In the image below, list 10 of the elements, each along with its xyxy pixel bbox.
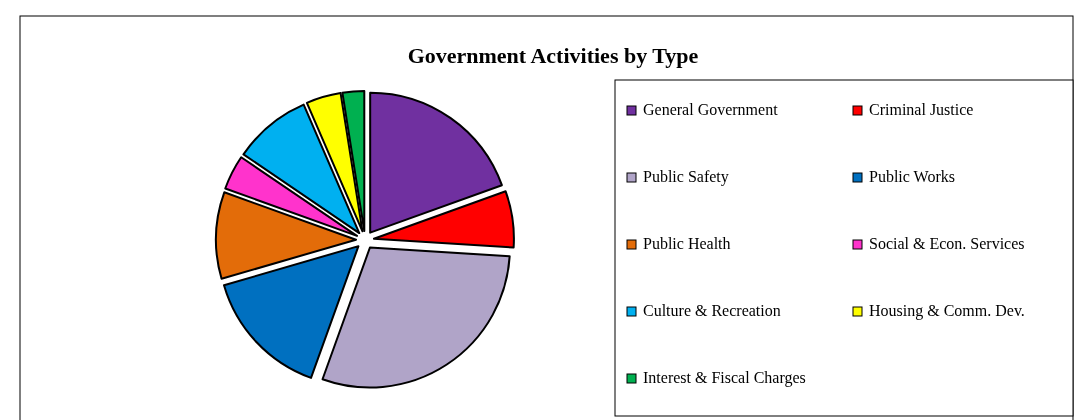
legend-label: Culture & Recreation [643,302,781,319]
legend-label: Public Works [869,168,955,185]
chart-title: Government Activities by Type [407,43,699,68]
legend-label: Social & Econ. Services [869,235,1025,252]
legend-label: General Government [643,101,779,118]
legend-label: Housing & Comm. Dev. [869,302,1025,320]
legend-label: Criminal Justice [869,101,974,118]
legend-label: Interest & Fiscal Charges [643,369,806,387]
legend-label: Public Safety [643,168,729,186]
legend-label: Public Health [643,235,731,252]
